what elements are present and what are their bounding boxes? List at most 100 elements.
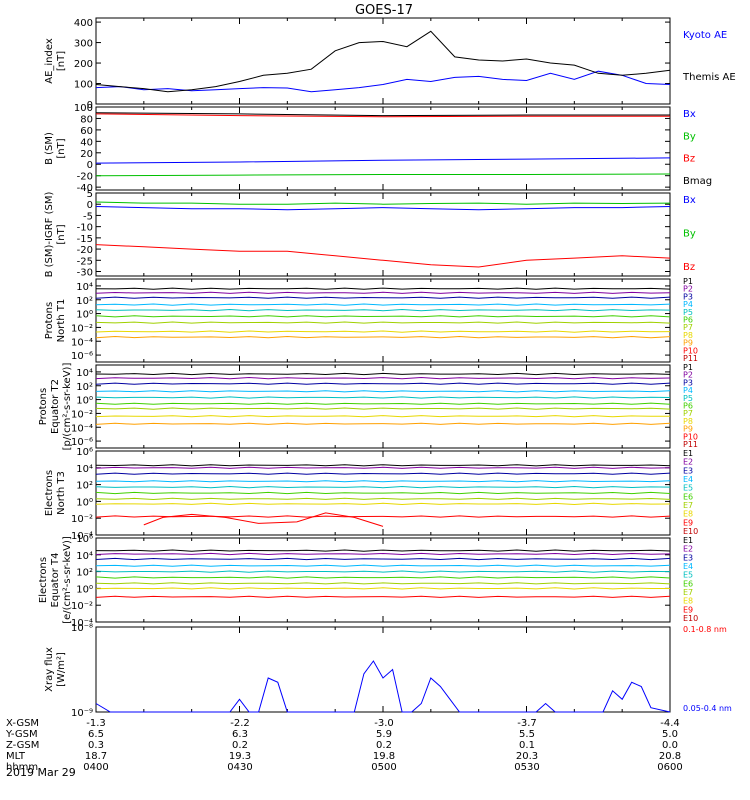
y-tick-label: 10⁻² [71, 323, 93, 334]
legend-e1: E1 [683, 536, 693, 545]
series-line-e9 [95, 515, 671, 518]
legend-e2: E2 [683, 458, 693, 467]
y-axis-label: Xray flux [44, 647, 55, 692]
series-line-by [95, 173, 671, 177]
legend-e3: E3 [683, 553, 693, 562]
orbit-cell: 20.8 [659, 751, 681, 762]
orbit-cell: 0.2 [376, 740, 392, 751]
orbit-cell: 0400 [83, 762, 108, 773]
series-line-e7 [95, 497, 671, 501]
series-line-p2 [95, 291, 671, 294]
y-tick-label: 10⁻⁴ [71, 618, 93, 629]
legend-p10: P10 [683, 432, 698, 441]
legend-p8: P8 [683, 417, 693, 426]
legend-e9: E9 [683, 605, 693, 614]
orbit-cell: 0.3 [88, 740, 104, 751]
series-line-p8 [95, 415, 671, 418]
legend-p1: P1 [683, 277, 693, 286]
legend-p11: P11 [683, 354, 698, 363]
series-line-e1 [95, 549, 671, 552]
legend-p9: P9 [683, 339, 693, 348]
date-label: 2019 Mar 29 [6, 766, 76, 779]
orbit-cell: -3.0 [374, 718, 394, 729]
orbit-cell: 0.1 [519, 740, 535, 751]
legend-p1: P1 [683, 363, 693, 372]
y-tick-label: 80 [80, 114, 93, 125]
y-tick-label: 10² [76, 568, 93, 579]
series-line-p7 [95, 321, 671, 324]
legend-p3: P3 [683, 292, 693, 301]
y-tick-label: 40 [80, 137, 93, 148]
y-tick-label: 10⁻² [71, 409, 93, 420]
y-tick-label: 0 [87, 100, 93, 111]
series-line-e8 [95, 502, 671, 506]
y-axis-label: B (SM)-IGRF (SM) [44, 192, 55, 278]
orbit-row-label: hhmm [6, 762, 38, 773]
y-tick-label: 10⁻² [71, 514, 93, 525]
series-line-p2 [95, 376, 671, 380]
y-axis-label: Equator T4 [50, 553, 61, 608]
legend-by: By [683, 131, 696, 142]
y-axis-label: North T3 [56, 471, 67, 515]
legend-e2: E2 [683, 545, 693, 554]
series-line-p6 [95, 315, 671, 318]
legend-p11: P11 [683, 440, 698, 449]
legend-p7: P7 [683, 409, 693, 418]
y-axis-label: B (SM) [44, 132, 55, 165]
y-tick-label: 100 [74, 80, 93, 91]
series-line-e9 [95, 595, 671, 598]
y-tick-label: 10⁻⁹ [71, 708, 93, 719]
orbit-cell: -4.4 [660, 718, 680, 729]
panel-bigrf: 50-5-10-15-20-25-30 B (SM)-IGRF (SM) [nT] B… [44, 189, 696, 279]
legend-e7: E7 [683, 501, 693, 510]
series-line-p3 [95, 382, 671, 385]
y-tick-label: 10⁶ [76, 447, 93, 458]
legend-bz: Bz [683, 262, 695, 273]
series-line-e2 [95, 466, 671, 469]
legend-0-05-0-4-nm: 0.05-0.4 nm [683, 704, 732, 713]
legend-p3: P3 [683, 378, 693, 387]
y-tick-label: 10² [76, 296, 93, 307]
legend-e4: E4 [683, 562, 693, 571]
legend-by: By [683, 229, 696, 240]
orbit-row-label: Y-GSM [5, 729, 38, 740]
legend-e7: E7 [683, 588, 693, 597]
y-tick-label: 10⁰ [76, 497, 93, 508]
series-line-e1 [95, 464, 671, 467]
orbit-cell: 20.3 [516, 751, 538, 762]
orbit-cell: -1.3 [86, 718, 106, 729]
series-line-e3 [95, 557, 671, 561]
legend-p8: P8 [683, 331, 693, 340]
legend-p2: P2 [683, 285, 693, 294]
y-tick-label: 10⁻⁴ [71, 423, 93, 434]
legend-bx: Bx [683, 195, 696, 206]
series-line-p4 [95, 303, 671, 306]
y-tick-label: 10⁰ [76, 396, 93, 407]
legend-e8: E8 [683, 597, 693, 606]
series-line-e7 [95, 582, 671, 585]
legend-e8: E8 [683, 510, 693, 519]
y-tick-label: 10⁴ [76, 368, 93, 379]
legend-e3: E3 [683, 466, 693, 475]
series-line-e4 [95, 480, 671, 483]
orbit-cell: 5.5 [519, 729, 535, 740]
y-tick-label: -5 [83, 211, 93, 222]
legend-0-1-0-8-nm: 0.1-0.8 nm [683, 625, 727, 634]
orbit-cell: 0600 [657, 762, 682, 773]
y-tick-label: -15 [77, 234, 93, 245]
legend-e5: E5 [683, 571, 693, 580]
series-line-themis-ae [95, 30, 671, 93]
y-axis-label: North T1 [56, 299, 67, 343]
y-tick-label: 0 [87, 160, 93, 171]
orbit-cell: 0.0 [662, 740, 678, 751]
series-line-p6 [95, 402, 671, 405]
orbit-cell: 0.2 [232, 740, 248, 751]
orbit-cell: 0430 [227, 762, 252, 773]
series-line-p9 [95, 422, 671, 425]
y-tick-label: 300 [74, 39, 93, 50]
orbit-cell: 19.3 [229, 751, 251, 762]
orbit-cell: 5.0 [662, 729, 678, 740]
